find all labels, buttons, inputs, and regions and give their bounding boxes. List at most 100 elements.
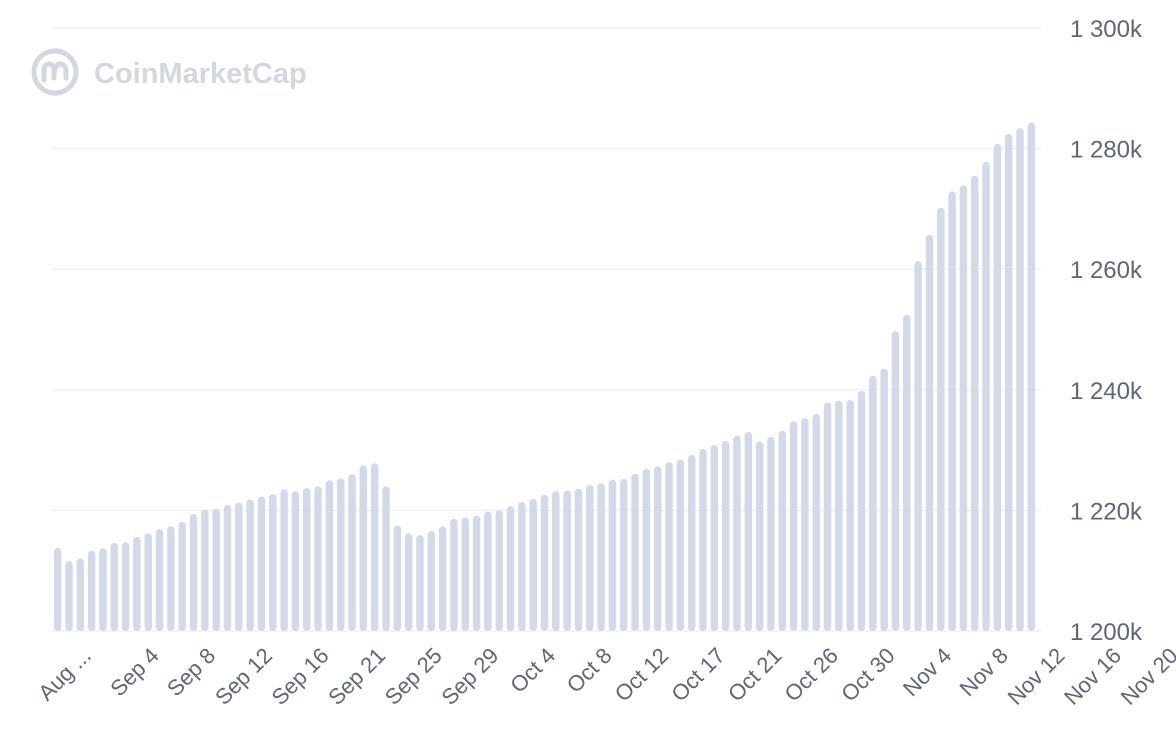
- y-tick-label: 1 280k: [1070, 137, 1143, 164]
- bar[interactable]: [586, 485, 594, 631]
- x-tick-label: Sep 16: [267, 643, 334, 710]
- bar[interactable]: [914, 261, 922, 631]
- bar[interactable]: [552, 491, 560, 631]
- bar[interactable]: [348, 474, 356, 631]
- bar[interactable]: [1027, 122, 1036, 632]
- bar[interactable]: [665, 462, 673, 631]
- y-axis: 1 300k 1 280k 1 260k 1 240k 1 220k 1 200k: [1070, 16, 1143, 646]
- bar[interactable]: [235, 502, 243, 631]
- x-tick-label: Nov 16: [1059, 643, 1126, 710]
- bar[interactable]: [393, 525, 402, 631]
- bar[interactable]: [653, 466, 662, 631]
- bar[interactable]: [404, 533, 413, 631]
- bar[interactable]: [506, 506, 515, 631]
- bar[interactable]: [495, 510, 503, 631]
- bar[interactable]: [370, 463, 379, 631]
- bar[interactable]: [891, 331, 900, 631]
- bar[interactable]: [721, 441, 730, 631]
- bar[interactable]: [733, 435, 741, 631]
- bar[interactable]: [540, 494, 549, 631]
- bar[interactable]: [280, 489, 288, 631]
- bar[interactable]: [291, 491, 300, 631]
- bar[interactable]: [574, 488, 583, 631]
- bar[interactable]: [608, 479, 617, 631]
- bar[interactable]: [925, 234, 934, 631]
- bar[interactable]: [246, 499, 254, 631]
- bar[interactable]: [438, 526, 447, 631]
- y-tick-label: 1 240k: [1070, 378, 1143, 405]
- bar[interactable]: [857, 391, 866, 631]
- bar[interactable]: [325, 480, 334, 631]
- bar[interactable]: [642, 468, 651, 631]
- bar[interactable]: [1016, 128, 1024, 631]
- bar[interactable]: [303, 488, 311, 631]
- bar[interactable]: [314, 486, 322, 631]
- bar[interactable]: [1004, 134, 1013, 631]
- bar[interactable]: [903, 315, 911, 631]
- bar[interactable]: [676, 459, 685, 631]
- bar[interactable]: [823, 402, 832, 631]
- bar[interactable]: [699, 448, 707, 631]
- bar[interactable]: [382, 486, 390, 631]
- bar[interactable]: [812, 413, 820, 631]
- bar[interactable]: [620, 479, 628, 631]
- bar[interactable]: [846, 400, 854, 631]
- bar[interactable]: [789, 421, 798, 631]
- y-tick-label: 1 300k: [1070, 16, 1143, 43]
- x-tick-label: Sep 29: [436, 643, 503, 710]
- bar[interactable]: [53, 547, 62, 631]
- x-tick-label: Nov 12: [1003, 643, 1070, 710]
- bar[interactable]: [359, 465, 368, 631]
- bar[interactable]: [778, 430, 786, 631]
- bar[interactable]: [744, 432, 753, 631]
- bar[interactable]: [767, 436, 775, 631]
- bar[interactable]: [993, 143, 1002, 631]
- x-tick-label: Sep 25: [380, 643, 447, 710]
- bar[interactable]: [937, 207, 945, 631]
- bar[interactable]: [801, 418, 809, 631]
- bar[interactable]: [461, 517, 469, 631]
- bar[interactable]: [880, 368, 888, 631]
- bar[interactable]: [484, 511, 492, 631]
- bar[interactable]: [959, 185, 968, 631]
- bar[interactable]: [416, 535, 424, 631]
- bar[interactable]: [869, 375, 877, 631]
- x-tick-label: Sep 12: [210, 643, 277, 710]
- bar[interactable]: [155, 529, 164, 631]
- bar[interactable]: [948, 191, 956, 631]
- bar[interactable]: [970, 175, 979, 632]
- bar[interactable]: [755, 441, 764, 631]
- bar[interactable]: [212, 508, 220, 631]
- bar[interactable]: [76, 558, 85, 631]
- bar[interactable]: [427, 530, 436, 631]
- bar[interactable]: [144, 533, 152, 631]
- bar[interactable]: [99, 548, 107, 631]
- bar[interactable]: [631, 473, 639, 631]
- bar[interactable]: [223, 504, 232, 631]
- bar[interactable]: [687, 454, 696, 631]
- coinmarketcap-logo-icon: [31, 48, 79, 96]
- bar[interactable]: [201, 509, 209, 631]
- bar[interactable]: [189, 514, 198, 631]
- bar[interactable]: [835, 400, 843, 631]
- bar[interactable]: [529, 498, 537, 631]
- bar[interactable]: [563, 490, 571, 632]
- bar[interactable]: [982, 161, 990, 631]
- bar[interactable]: [167, 526, 175, 631]
- bar[interactable]: [87, 550, 96, 631]
- bar[interactable]: [336, 478, 345, 631]
- bar[interactable]: [710, 445, 719, 631]
- bar[interactable]: [178, 521, 186, 631]
- x-tick-label: Oct 30: [836, 643, 900, 707]
- bar[interactable]: [121, 542, 130, 631]
- bar[interactable]: [257, 496, 266, 631]
- bar[interactable]: [450, 518, 458, 631]
- bar[interactable]: [269, 494, 277, 631]
- bar[interactable]: [133, 536, 141, 631]
- bar[interactable]: [518, 501, 526, 631]
- bar[interactable]: [65, 561, 73, 631]
- x-tick-label: Oct 12: [610, 643, 674, 707]
- bar[interactable]: [110, 542, 118, 631]
- bar[interactable]: [597, 483, 605, 631]
- bar[interactable]: [472, 515, 481, 631]
